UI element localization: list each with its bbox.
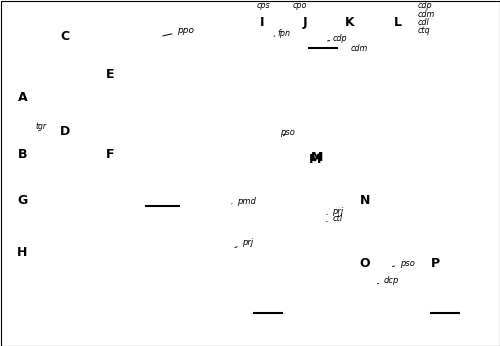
Text: H: H xyxy=(18,246,28,259)
Text: cpo: cpo xyxy=(293,1,307,10)
Text: O: O xyxy=(360,256,370,270)
Text: cps: cps xyxy=(256,1,270,10)
Text: K: K xyxy=(345,16,355,29)
Text: D: D xyxy=(60,125,70,138)
Text: J: J xyxy=(302,16,308,29)
Text: E: E xyxy=(106,68,114,81)
Text: cdp: cdp xyxy=(418,1,432,10)
Text: ppo: ppo xyxy=(162,26,194,36)
Text: cdl: cdl xyxy=(418,18,429,27)
Text: I: I xyxy=(260,16,265,29)
Text: B: B xyxy=(18,148,27,161)
Text: cdm: cdm xyxy=(418,10,435,19)
Text: prj: prj xyxy=(326,207,344,216)
Text: P: P xyxy=(430,256,440,270)
Text: A: A xyxy=(18,91,28,103)
Text: cdm: cdm xyxy=(350,44,368,53)
Text: cdp: cdp xyxy=(328,34,347,43)
Text: M: M xyxy=(309,153,321,166)
Text: ctl: ctl xyxy=(326,214,343,223)
Text: tgr: tgr xyxy=(36,121,46,130)
Text: pmd: pmd xyxy=(232,197,256,206)
Text: F: F xyxy=(106,148,114,161)
Text: fpn: fpn xyxy=(274,29,290,38)
Text: pso: pso xyxy=(280,128,295,137)
Text: L: L xyxy=(394,16,402,29)
Text: C: C xyxy=(60,30,70,43)
Text: M: M xyxy=(312,151,324,164)
Text: dcp: dcp xyxy=(378,276,400,285)
Text: pso: pso xyxy=(392,258,415,267)
Text: prj: prj xyxy=(235,238,254,247)
Text: N: N xyxy=(360,194,370,207)
Text: ctq: ctq xyxy=(418,26,430,35)
Text: G: G xyxy=(18,194,28,207)
